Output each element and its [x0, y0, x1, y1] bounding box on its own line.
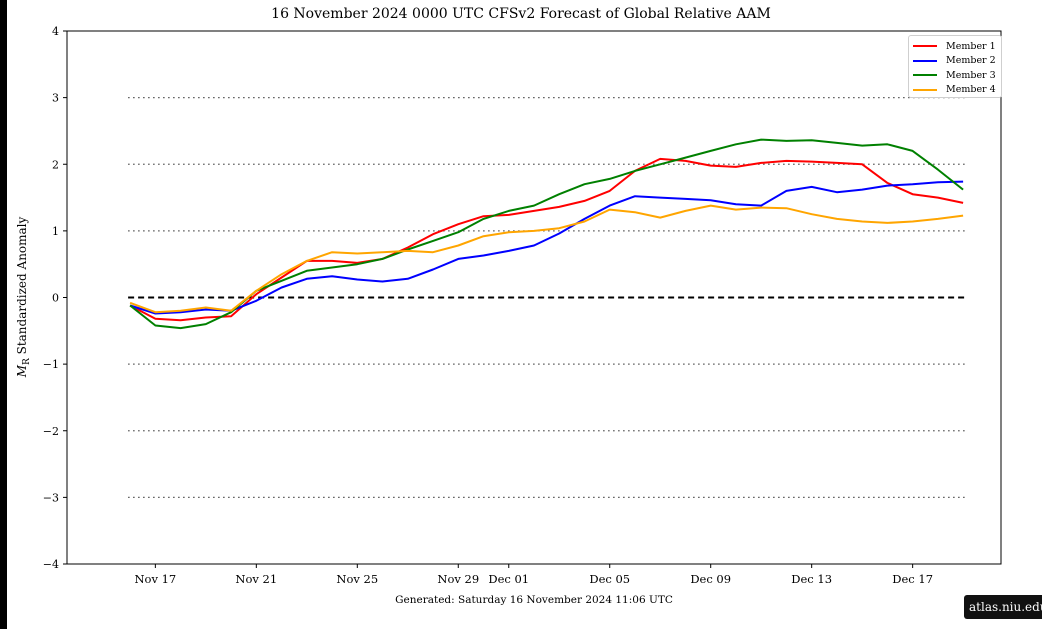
generated-timestamp: Generated: Saturday 16 November 2024 11:… [395, 594, 673, 606]
x-tick-label: Nov 17 [134, 572, 176, 586]
series-lines [129, 138, 964, 330]
x-tick-label: Dec 13 [791, 572, 832, 586]
legend-label: Member 3 [946, 69, 996, 81]
x-tick-label: Nov 25 [336, 572, 378, 586]
y-tick-label: −1 [43, 358, 59, 371]
x-tick-label: Dec 09 [690, 572, 731, 586]
y-tick-label: −3 [43, 491, 59, 504]
y-tick-label: 3 [52, 92, 59, 105]
x-tick-label: Dec 01 [488, 572, 529, 586]
legend-item: Member 2 [913, 54, 1001, 69]
y-tick-label: −4 [43, 558, 59, 571]
left-edge-strip [0, 0, 7, 629]
y-tick-label: −2 [43, 425, 59, 438]
legend-item: Member 4 [913, 83, 1001, 98]
legend-label: Member 2 [946, 55, 996, 67]
series-line-member-3 [129, 138, 964, 330]
series-line-member-2 [129, 180, 964, 315]
legend-swatch [913, 74, 937, 77]
legend-swatch [913, 45, 937, 48]
legend-item: Member 3 [913, 68, 1001, 83]
x-tick-label: Nov 29 [437, 572, 479, 586]
x-axis: Nov 17 Nov 21 Nov 25 Nov 29 Dec 01 Dec 05 Dec … [134, 564, 933, 586]
legend-item: Member 1 [913, 39, 1001, 54]
y-tick-label: 1 [52, 225, 59, 238]
y-tick-label: 2 [52, 158, 59, 171]
legend-label: Member 4 [946, 84, 996, 96]
y-axis: 4 3 2 1 0 −1 −2 −3 −4 [43, 25, 67, 571]
x-tick-label: Dec 05 [589, 572, 630, 586]
site-badge[interactable]: atlas.niu.edu [964, 595, 1042, 619]
x-tick-label: Dec 17 [892, 572, 933, 586]
y-tick-label: 0 [52, 292, 59, 305]
legend: Member 1 Member 2 Member 3 Member 4 [908, 35, 1002, 98]
legend-label: Member 1 [946, 40, 996, 52]
series-line-member-4 [129, 204, 964, 314]
legend-swatch [913, 59, 937, 62]
legend-swatch [913, 88, 937, 91]
x-tick-label: Nov 21 [235, 572, 277, 586]
y-tick-label: 4 [52, 25, 59, 38]
chart-title: 16 November 2024 0000 UTC CFSv2 Forecast… [271, 6, 771, 22]
y-axis-label: MR Standardized Anomaly [15, 216, 32, 378]
